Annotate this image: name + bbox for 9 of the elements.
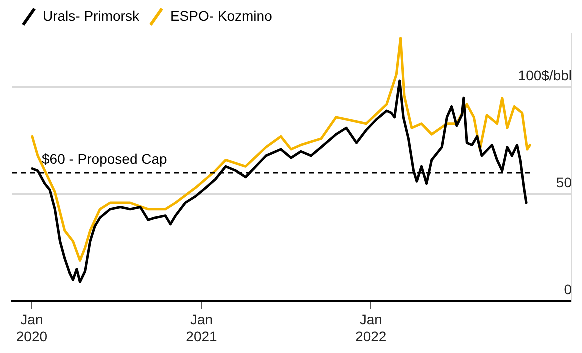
- y-tick-label: 100$/bbl: [518, 67, 572, 84]
- legend-label: ESPO- Kozmino: [170, 8, 273, 24]
- legend-label: Urals- Primorsk: [43, 8, 140, 24]
- y-tick-label: 0: [564, 281, 572, 298]
- ref-line-label: $60 - Proposed Cap: [42, 150, 168, 167]
- x-tick-label: Jan 2022: [356, 312, 387, 344]
- y-tick-label: 50: [556, 174, 572, 190]
- x-tick-label: Jan 2021: [186, 312, 218, 344]
- x-tick-label: Jan 2020: [16, 312, 48, 344]
